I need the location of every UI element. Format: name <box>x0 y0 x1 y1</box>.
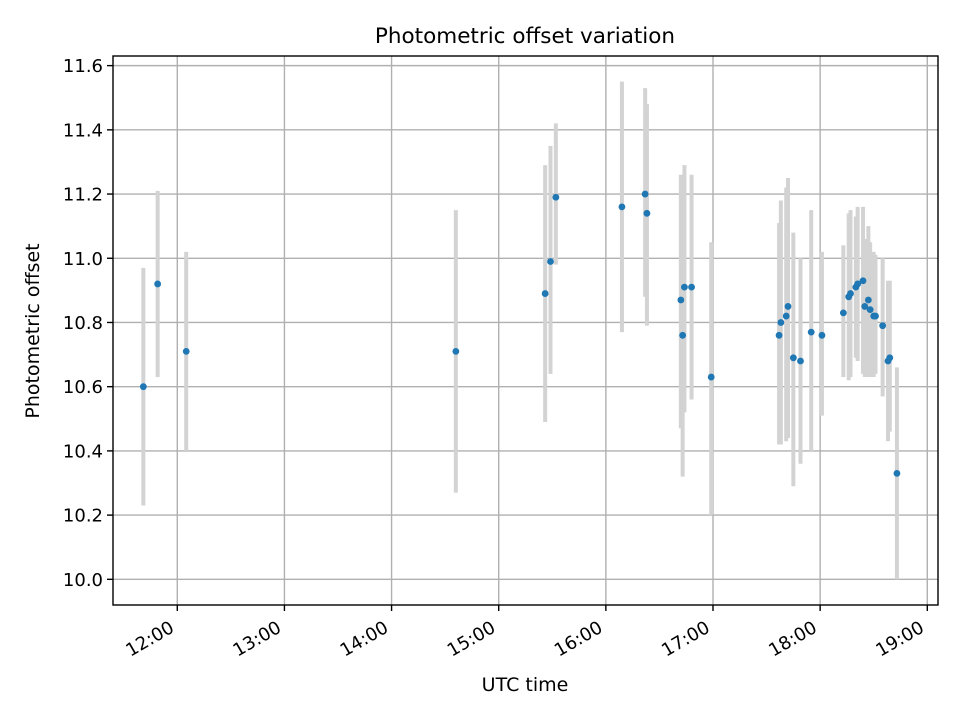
data-point <box>784 303 792 310</box>
data-point <box>854 280 862 288</box>
chart-title: Photometric offset variation <box>375 24 675 49</box>
data-point <box>789 354 797 362</box>
y-tick-label: 11.6 <box>63 56 103 77</box>
data-point <box>886 354 894 362</box>
y-axis-label: Photometric offset <box>22 243 44 418</box>
x-tick-label: 12:00 <box>122 617 177 661</box>
data-point <box>864 296 872 304</box>
y-tick-label: 11.0 <box>63 249 103 270</box>
data-point <box>872 312 879 320</box>
x-tick-label: 18:00 <box>765 617 820 661</box>
data-point <box>893 469 901 477</box>
y-tick-label: 10.6 <box>63 377 103 398</box>
data-point <box>677 296 685 304</box>
y-tick-label: 10.8 <box>63 313 103 334</box>
data-points <box>139 190 901 477</box>
data-point <box>818 331 826 339</box>
data-point <box>807 328 815 336</box>
x-tick-label: 19:00 <box>872 617 927 661</box>
data-point <box>452 347 460 355</box>
y-tick-label: 10.2 <box>63 506 103 527</box>
data-point <box>797 357 804 365</box>
axes-frame <box>112 55 939 606</box>
error-bars <box>141 81 899 580</box>
data-point <box>688 283 695 291</box>
data-point <box>679 331 687 339</box>
data-point <box>547 258 554 265</box>
data-point <box>861 303 869 310</box>
data-point <box>707 373 715 381</box>
data-point <box>154 280 162 288</box>
data-point <box>541 290 549 297</box>
data-point <box>777 319 785 326</box>
x-axis-ticks: 12:00 13:00 14:00 15:00 16:00 17:00 18:00 19:00 <box>122 605 928 661</box>
data-point <box>879 322 887 330</box>
data-point <box>839 309 847 317</box>
y-tick-label: 11.4 <box>63 120 103 141</box>
y-tick-label: 10.0 <box>63 570 103 591</box>
data-point <box>139 383 147 391</box>
x-axis-label: UTC time <box>482 674 569 696</box>
data-point <box>775 331 783 339</box>
data-point <box>182 347 190 355</box>
x-tick-label: 16:00 <box>551 617 606 661</box>
x-tick-label: 14:00 <box>337 617 392 661</box>
grid <box>113 56 938 605</box>
data-point <box>641 190 649 198</box>
y-tick-label: 10.4 <box>63 441 103 462</box>
data-point <box>618 203 626 211</box>
x-tick-label: 17:00 <box>658 617 713 661</box>
data-point <box>847 290 854 297</box>
data-point <box>782 312 790 320</box>
y-axis-ticks: 10.0 10.2 10.4 10.6 10.8 11.0 11.2 11.4 11.6 <box>63 56 113 591</box>
x-tick-label: 13:00 <box>230 617 285 661</box>
y-tick-label: 11.2 <box>63 185 103 206</box>
x-tick-label: 15:00 <box>444 617 499 661</box>
data-point <box>866 306 874 314</box>
data-point <box>552 193 560 201</box>
data-point <box>643 209 651 217</box>
data-point <box>681 283 688 291</box>
data-point <box>859 277 867 285</box>
